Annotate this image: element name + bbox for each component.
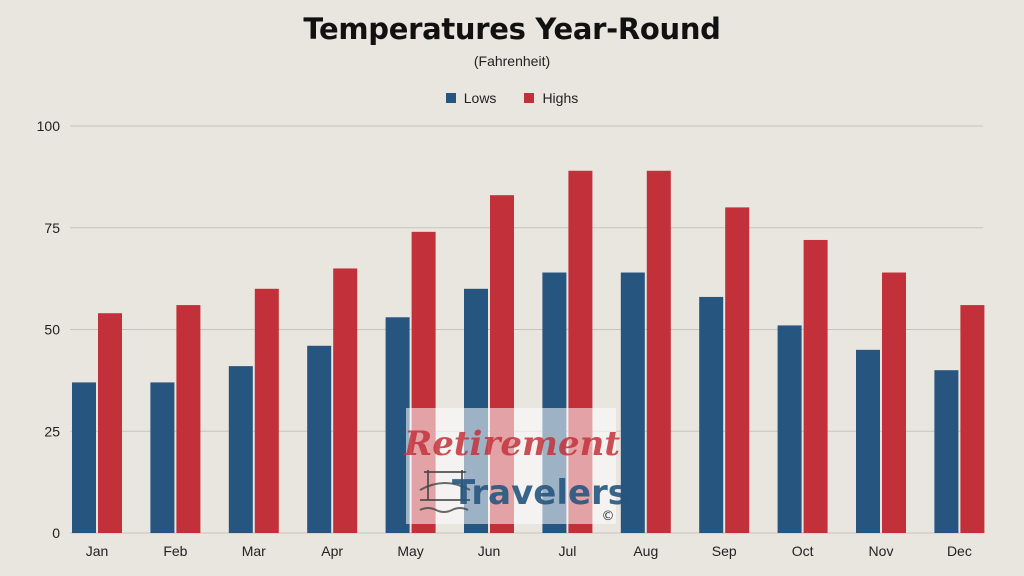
bar-highs	[803, 239, 828, 533]
bridge-stroke	[419, 482, 471, 491]
x-tick-label: Dec	[947, 543, 972, 559]
bar-highs	[882, 272, 906, 533]
legend-item-highs: Highs	[524, 90, 578, 106]
bar-lows	[385, 317, 410, 533]
x-tick-label: Oct	[792, 543, 814, 559]
watermark-backdrop	[406, 408, 616, 524]
chart-subtitle: (Fahrenheit)	[473, 53, 551, 69]
x-tick-label: May	[397, 543, 423, 559]
y-tick-label: 100	[37, 118, 61, 134]
bar-highs	[333, 268, 358, 533]
bar-lows	[777, 325, 802, 533]
x-tick-label: Apr	[321, 543, 343, 559]
watermark-line2: Travelers	[452, 473, 628, 513]
bar-highs	[98, 313, 122, 533]
y-tick-label: 50	[44, 322, 60, 338]
bar-lows	[150, 382, 175, 533]
legend-item-lows: Lows	[445, 90, 497, 106]
bar-lows	[934, 370, 959, 533]
x-tick-label: Aug	[633, 543, 658, 559]
x-tick-label: Jun	[478, 543, 501, 559]
bar-lows	[856, 349, 880, 533]
legend-label-lows: Lows	[463, 90, 497, 106]
copyright-mark: ©	[602, 509, 615, 524]
x-tick-label: Feb	[163, 543, 187, 559]
bar-highs	[176, 305, 201, 533]
bridge-icon	[419, 470, 471, 513]
y-tick-label: 0	[52, 525, 60, 541]
legend: Lows Highs	[0, 90, 1024, 106]
bar-highs	[646, 170, 671, 533]
bar-lows	[699, 296, 724, 533]
bar-lows	[228, 366, 253, 533]
x-tick-label: Jan	[86, 543, 109, 559]
bridge-stroke	[419, 507, 469, 513]
x-tick-label: Nov	[869, 543, 894, 559]
x-tick-label: Jul	[558, 543, 576, 559]
legend-swatch-lows	[445, 93, 456, 103]
bar-highs	[725, 207, 750, 533]
bar-lows	[307, 345, 332, 533]
x-tick-label: Sep	[712, 543, 737, 559]
x-tick-label: Mar	[242, 543, 266, 559]
bar-highs	[254, 288, 279, 533]
bar-lows	[620, 272, 645, 533]
legend-label-highs: Highs	[542, 90, 579, 106]
legend-swatch-highs	[524, 93, 535, 103]
y-tick-label: 75	[44, 220, 60, 236]
watermark-line1: Retirement	[403, 424, 620, 464]
bar-lows	[72, 382, 96, 533]
bar-highs	[960, 305, 985, 533]
watermark-logo: Retirement Travelers©	[403, 408, 628, 524]
y-tick-label: 25	[44, 423, 60, 439]
chart-title: Temperatures Year-Round	[303, 12, 721, 46]
